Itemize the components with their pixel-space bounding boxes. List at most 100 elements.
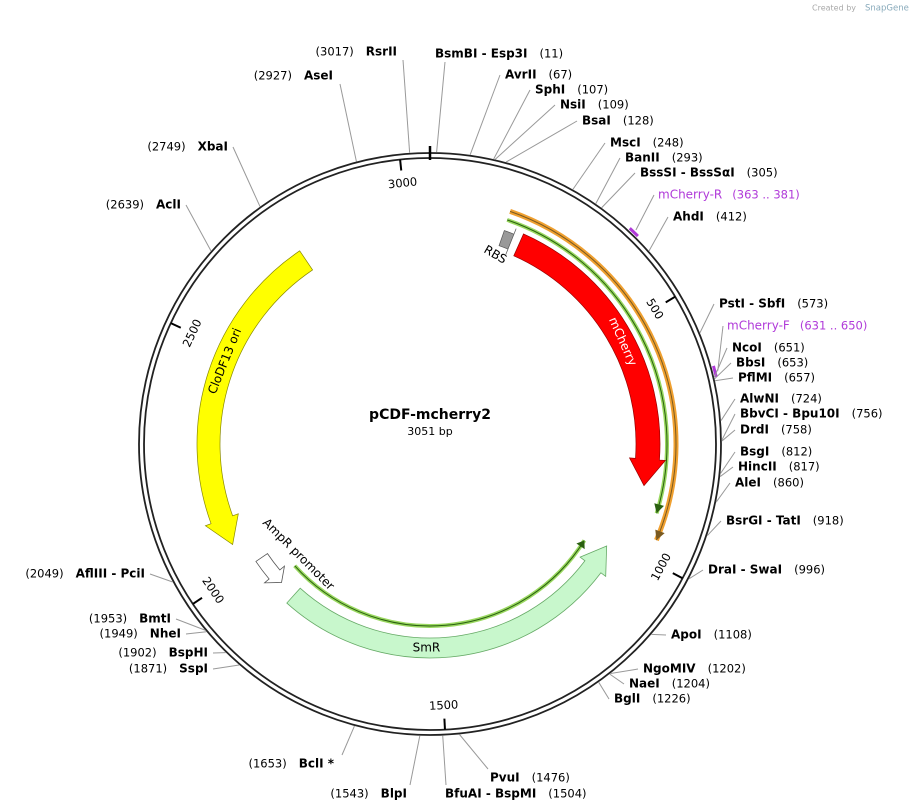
enzyme-position: (305) [747,166,778,180]
enzyme-position: (293) [672,151,703,165]
enzyme-position: (3017) [316,45,354,59]
enzyme-name: BfuAI - BspMI [445,787,536,801]
enzyme-position: (724) [791,392,822,406]
enzyme-position: (1902) [118,646,156,660]
leader-line [185,631,207,635]
enzyme-name: AclI [156,198,181,212]
primer-name: mCherry-F [727,319,790,333]
enzyme-name: AhdI [673,210,704,224]
leader-line [494,104,556,160]
enzyme-position: (412) [716,210,747,224]
enzyme-name: NaeI [629,677,660,691]
feature-arrowhead [576,540,585,550]
leader-line [651,633,667,636]
enzyme-name: SspI [179,662,208,676]
enzyme-name: BspHI [169,646,208,660]
primer-position: (363 .. 381) [732,188,800,202]
enzyme-position: (2749) [147,140,185,154]
enzyme-position: (1653) [248,757,286,771]
enzyme-name: BlpI [381,787,407,801]
leader-line [720,398,736,421]
enzyme-name: BssSI - BssSαI [640,166,735,180]
brand: SnapGene [865,4,909,14]
enzyme-position: (817) [789,460,820,474]
feature-arrow [286,545,608,659]
enzyme-position: (2049) [25,567,63,581]
enzyme-position: (996) [794,563,825,577]
enzyme-position: (1226) [652,692,690,706]
enzyme-name: PflMI [738,371,772,385]
enzyme-position: (573) [797,297,828,311]
leader-line [595,157,621,204]
primer-position: (631 .. 650) [800,319,868,333]
leader-line [713,347,728,378]
enzyme-position: (1504) [548,787,586,801]
leader-line [720,451,736,474]
leader-line [185,204,212,252]
enzyme-name: NgoMIV [643,662,696,676]
tick-label: 2000 [199,574,227,606]
enzyme-name: RsrII [366,45,397,59]
leader-line [409,735,421,786]
enzyme-position: (651) [774,341,805,355]
enzyme-name: PstI - SbfI [719,297,785,311]
enzyme-name: NsiI [560,98,586,112]
leader-line [505,120,578,163]
leader-line [715,377,734,382]
enzyme-position: (1949) [100,627,138,641]
primer-site [628,227,639,238]
enzyme-name: BsmBI - Esp3I [435,47,527,61]
enzyme-position: (1953) [89,612,127,626]
feature-arrow [513,233,667,487]
enzyme-position: (1871) [129,662,167,676]
leader-line [714,362,732,380]
enzyme-name: BanII [625,151,660,165]
enzyme-position: (1476) [532,771,570,785]
feature-line [509,210,677,541]
tick-label: 500 [643,296,666,322]
enzyme-name: DraI - SwaI [708,563,782,577]
feature-line [506,219,668,514]
leader-line [469,74,501,155]
enzyme-name: SphI [535,83,565,97]
enzyme-position: (812) [781,445,812,459]
enzyme-name: PvuI [490,771,520,785]
enzyme-position: (860) [773,476,804,490]
leader-line [175,618,206,631]
enzyme-name: AseI [304,69,333,83]
feature-arrowhead [655,529,665,541]
enzyme-position: (107) [577,83,608,97]
enzyme-name: BbsI [736,356,765,370]
feature-arrow [255,553,286,584]
feature-arrowhead [654,503,664,514]
leader-line [598,682,610,700]
enzyme-position: (653) [777,356,808,370]
leader-line [572,142,606,190]
enzyme-position: (248) [653,136,684,150]
leader-line [635,194,655,231]
enzyme-name: AvrII [505,68,537,82]
enzyme-name: NcoI [732,341,762,355]
enzyme-position: (1202) [708,662,746,676]
tick-label: 1500 [429,697,459,713]
plasmid-length: 3051 bp [407,425,452,438]
enzyme-name: AleI [735,476,761,490]
enzyme-position: (11) [539,47,563,61]
enzyme-name: MscI [610,136,641,150]
leader-line [149,573,173,583]
tick-mark [399,159,403,171]
tick-mark [672,572,683,580]
plasmid-name: pCDF-mcherry2 [369,407,491,423]
enzyme-position: (1108) [714,628,752,642]
enzyme-name: XbaI [198,140,228,154]
enzyme-position: (2927) [254,69,292,83]
enzyme-name: BmtI [139,612,171,626]
enzyme-name: AlwNI [740,392,779,406]
leader-line [721,429,736,442]
tick-label: 1000 [648,551,674,583]
enzyme-position: (1204) [672,677,710,691]
leader-line [459,734,489,770]
enzyme-name: BsrGI - TatI [726,514,801,528]
enzyme-position: (109) [598,98,629,112]
